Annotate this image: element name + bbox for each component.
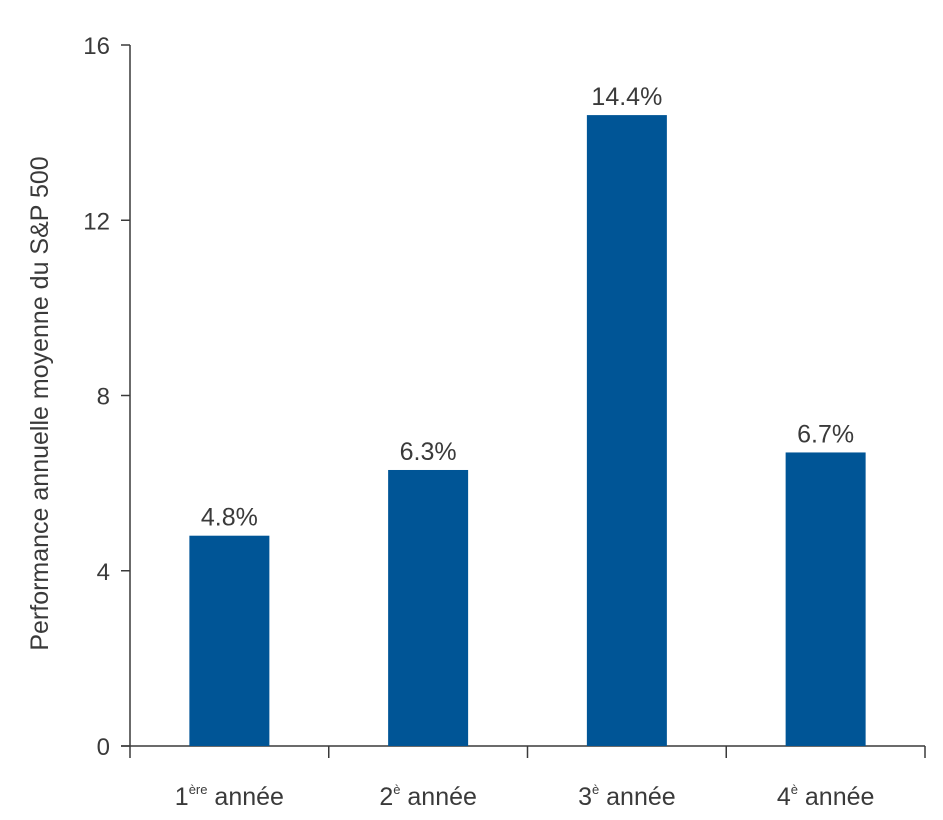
bar bbox=[785, 452, 866, 746]
data-label: 6.3% bbox=[400, 438, 457, 466]
x-category-label: 3è année bbox=[578, 782, 676, 811]
category-labels: 1ère année 2è année 3è année 4è année bbox=[175, 782, 875, 811]
bars bbox=[189, 115, 866, 747]
y-tick-label: 16 bbox=[83, 33, 110, 60]
data-labels: 4.8% 6.3% 14.4% 6.7% bbox=[201, 83, 854, 532]
data-label: 6.7% bbox=[797, 420, 854, 448]
y-axis: 0 4 8 12 16 bbox=[83, 33, 131, 761]
x-category-label: 1ère année bbox=[175, 782, 284, 811]
x-category-label: 2è année bbox=[379, 782, 477, 811]
x-category-label: 4è année bbox=[777, 782, 875, 811]
data-label: 14.4% bbox=[591, 83, 662, 111]
y-axis-title: Performance annuelle moyenne du S&P 500 bbox=[26, 156, 54, 650]
y-tick-label: 4 bbox=[97, 559, 110, 586]
bar bbox=[586, 115, 667, 747]
bar bbox=[388, 469, 469, 746]
bar bbox=[189, 535, 270, 746]
x-axis bbox=[121, 745, 926, 758]
y-tick-label: 8 bbox=[97, 384, 110, 411]
y-tick-label: 0 bbox=[97, 734, 110, 761]
y-tick-label: 12 bbox=[83, 208, 110, 235]
data-label: 4.8% bbox=[201, 504, 258, 532]
